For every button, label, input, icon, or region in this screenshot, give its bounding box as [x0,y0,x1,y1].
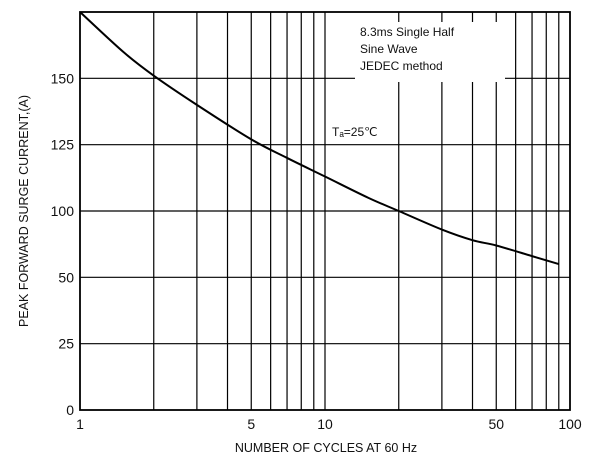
annotation-line-3: JEDEC method [360,59,443,73]
x-tick-label: 1 [76,416,84,432]
annotation-line-2: Sine Wave [360,42,418,56]
x-axis-label: NUMBER OF CYCLES AT 60 Hz [235,441,417,455]
y-tick-label: 25 [58,336,74,352]
annotation-backdrop [355,22,505,82]
y-tick-label: 0 [66,402,74,418]
y-axis-label: PEAK FORWARD SURGE CURRENT,(A) [17,95,31,327]
y-tick-label: 125 [51,137,75,153]
y-tick-labels: 0 25 50 100 125 150 [51,70,75,418]
x-tick-label: 100 [558,416,582,432]
temperature-label: Tₐ=25℃ [332,125,378,139]
surge-current-curve [79,11,560,266]
x-tick-label: 10 [317,416,333,432]
y-tick-label: 100 [51,203,75,219]
x-tick-labels: 1 5 10 50 100 [76,416,582,432]
y-tick-label: 50 [58,269,74,285]
y-tick-label: 150 [51,70,75,86]
plot-frame [79,11,571,411]
x-tick-label: 50 [488,416,504,432]
temperature-backdrop [328,123,390,141]
annotation-line-1: 8.3ms Single Half [360,25,455,39]
x-tick-label: 5 [247,416,255,432]
